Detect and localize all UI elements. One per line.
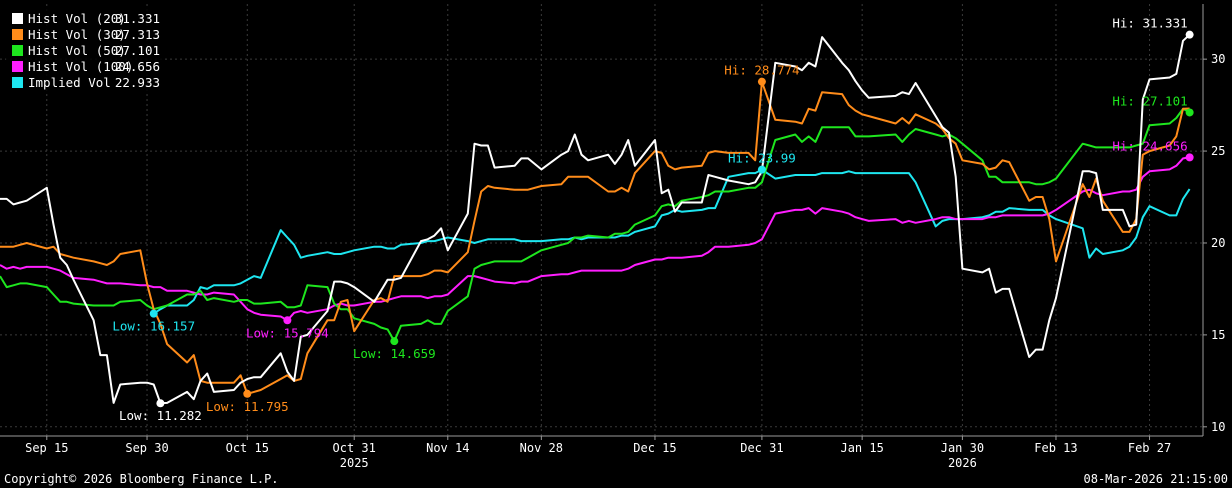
annotation-label: Low: 11.282 (119, 408, 202, 423)
annotation-label: Hi: 28.774 (724, 63, 799, 78)
annotation-marker (243, 389, 252, 398)
x-tick-label: Dec 31 (740, 441, 783, 455)
legend-series-value: 27.313 (115, 27, 160, 42)
series-line-hist-vol-20 (0, 33, 1191, 405)
series-layer (0, 33, 1191, 405)
annotation-marker (757, 165, 766, 174)
legend-swatch (12, 29, 23, 40)
x-tick-label: Jan 15 (840, 441, 883, 455)
year-label: 2025 (340, 456, 369, 470)
annotation-label: Low: 14.659 (353, 346, 436, 361)
series-line-hist-vol-100 (0, 156, 1190, 322)
series-line-hist-vol-50 (0, 107, 1191, 343)
x-tick-label: Feb 27 (1128, 441, 1171, 455)
series-line-hist-vol-30 (0, 80, 1190, 395)
legend-background (6, 8, 164, 94)
annotation-label: Hi: 24.656 (1112, 138, 1187, 153)
x-tick-label: Nov 28 (520, 441, 563, 455)
legend-series-name: Hist Vol (100) (28, 59, 133, 74)
legend-series-value: 22.933 (115, 75, 160, 90)
x-tick-label: Sep 30 (125, 441, 168, 455)
y-tick-label: 15 (1211, 328, 1225, 342)
x-tick-label: Oct 15 (226, 441, 269, 455)
annotation-label: Low: 16.157 (112, 319, 195, 334)
legend-swatch (12, 77, 23, 88)
legend-series-name: Hist Vol (20) (28, 11, 126, 26)
y-tick-label: 10 (1211, 420, 1225, 434)
annotation-marker (283, 316, 292, 325)
x-tick-label: Nov 14 (426, 441, 469, 455)
annotation-label: Hi: 23.99 (728, 151, 796, 166)
x-tick-label: Sep 15 (25, 441, 68, 455)
annotation-label: Hi: 31.331 (1112, 16, 1187, 31)
legend-series-name: Hist Vol (30) (28, 27, 126, 42)
x-tick-label: Oct 31 (333, 441, 376, 455)
year-label: 2026 (948, 456, 977, 470)
annotation-marker (757, 77, 766, 86)
x-tick-label: Dec 15 (633, 441, 676, 455)
y-tick-label: 25 (1211, 144, 1225, 158)
annotation-marker (390, 337, 399, 346)
annotation-marker (1185, 108, 1194, 117)
x-tick-label: Jan 30 (941, 441, 984, 455)
legend-series-value: 24.656 (115, 59, 160, 74)
y-tick-label: 30 (1211, 52, 1225, 66)
y-tick-label: 20 (1211, 236, 1225, 250)
annotation-marker (149, 309, 158, 318)
legend-series-name: Implied Vol (28, 75, 111, 90)
legend-swatch (12, 61, 23, 72)
grid-layer (0, 4, 1203, 436)
legend-series-name: Hist Vol (50) (28, 43, 126, 58)
legend-series-value: 27.101 (115, 43, 160, 58)
annotation-label: Hi: 27.101 (1112, 93, 1187, 108)
x-tick-label: Feb 13 (1034, 441, 1077, 455)
annotation-layer: Hi: 31.331 Low: 11.282 Hi: 28.774 Low: 11.7… (112, 16, 1194, 423)
annotation-label: Low: 15.794 (246, 325, 329, 340)
annotation-label: Low: 11.795 (206, 399, 289, 414)
legend-swatch (12, 45, 23, 56)
annotation-marker (1185, 153, 1194, 162)
annotation-marker (1185, 30, 1194, 39)
legend-swatch (12, 13, 23, 24)
legend-series-value: 31.331 (115, 11, 160, 26)
timestamp-text: 08-Mar-2026 21:15:00 (1083, 472, 1229, 486)
copyright-text: Copyright© 2026 Bloomberg Finance L.P. (4, 472, 279, 486)
annotation-marker (156, 399, 165, 408)
series-line-implied-vol (153, 168, 1191, 315)
